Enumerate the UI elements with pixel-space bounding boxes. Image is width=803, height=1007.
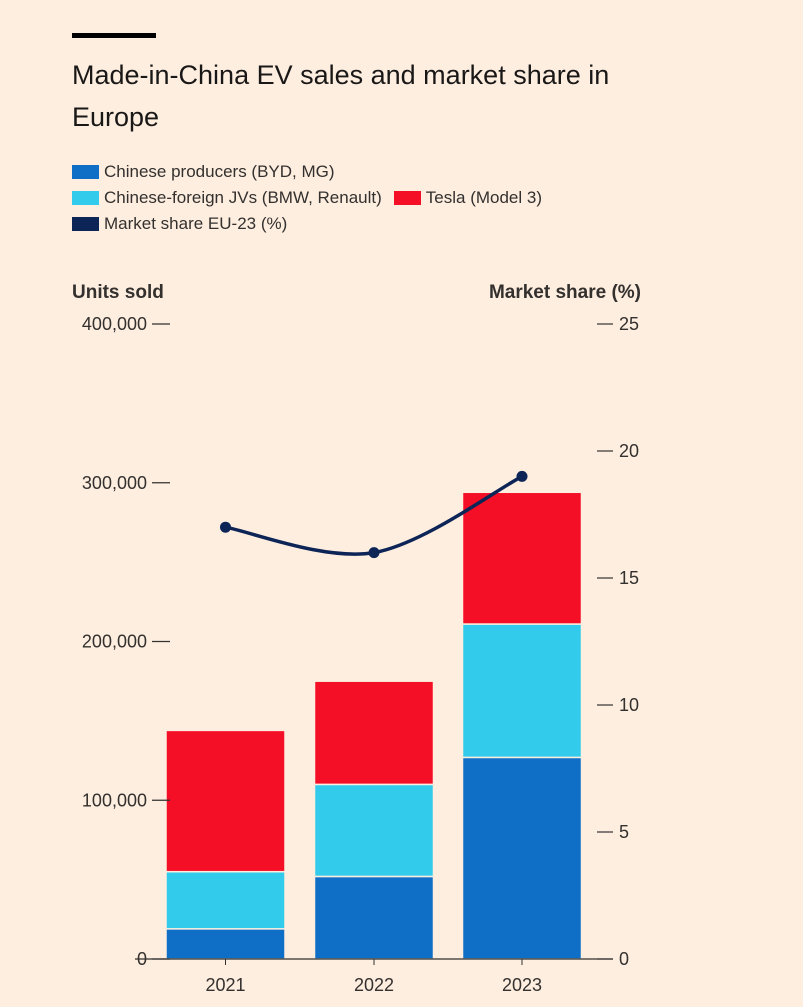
legend-swatch: [72, 165, 99, 179]
y2-tick-label: 5: [619, 822, 629, 842]
legend-swatch: [72, 217, 99, 231]
legend-item-jvs: Chinese-foreign JVs (BMW, Renault): [72, 185, 382, 211]
legend: Chinese producers (BYD, MG) Chinese-fore…: [72, 159, 554, 237]
y-axis-title: Units sold: [72, 282, 164, 303]
bar-2022-series-1: [313, 783, 435, 878]
y2-tick-label: 25: [619, 314, 639, 334]
x-tick-label: 2022: [354, 975, 394, 995]
legend-swatch: [393, 191, 421, 205]
bar-2022-series-2: [313, 680, 435, 786]
y-tick-label: 0: [137, 949, 147, 969]
bar-2021-series-2: [165, 729, 286, 873]
y-tick-label: 200,000: [82, 632, 147, 652]
legend-label: Tesla (Model 3): [425, 188, 542, 207]
bar-2021-series-1: [165, 870, 286, 930]
bar-2021-series-0: [165, 928, 286, 960]
y-tick-label: 100,000: [82, 790, 147, 810]
y2-tick-label: 15: [619, 568, 639, 588]
market-share-point-2022: [368, 547, 380, 559]
bar-2023-series-2: [461, 491, 583, 625]
y2-axis-title: Market share (%): [489, 282, 641, 303]
x-tick-label: 2023: [502, 975, 542, 995]
y2-tick-label: 20: [619, 441, 639, 461]
chart-title: Made-in-China EV sales and market share …: [72, 60, 610, 132]
legend-label: Chinese producers (BYD, MG): [104, 162, 335, 181]
legend-item-market-share: Market share EU-23 (%): [72, 211, 287, 237]
x-tick-label: 2021: [205, 975, 245, 995]
bar-2023-series-0: [461, 756, 583, 960]
y-tick-label: 300,000: [82, 473, 147, 493]
legend-label: Chinese-foreign JVs (BMW, Renault): [104, 188, 382, 207]
title-rule: [72, 33, 156, 38]
bar-2023-series-1: [461, 623, 583, 759]
legend-swatch: [72, 191, 99, 205]
y2-tick-label: 10: [619, 695, 639, 715]
bar-2022-series-0: [313, 875, 435, 960]
legend-label: Market share EU-23 (%): [104, 214, 288, 233]
legend-item-chinese-producers: Chinese producers (BYD, MG): [72, 159, 335, 185]
market-share-point-2021: [220, 521, 231, 533]
legend-item-tesla: Tesla (Model 3): [393, 185, 542, 211]
y-tick-label: 400,000: [82, 314, 147, 334]
market-share-point-2023: [516, 470, 528, 482]
y2-tick-label: 0: [619, 949, 629, 969]
